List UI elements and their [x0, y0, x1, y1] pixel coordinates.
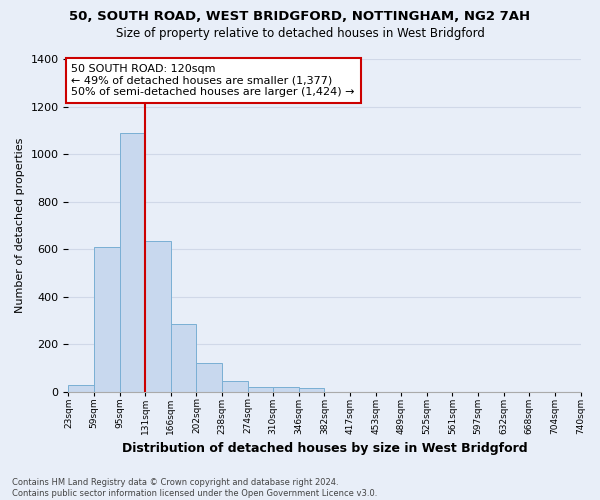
Bar — [171, 324, 196, 392]
Text: 50 SOUTH ROAD: 120sqm
← 49% of detached houses are smaller (1,377)
50% of semi-d: 50 SOUTH ROAD: 120sqm ← 49% of detached … — [71, 64, 355, 97]
Bar — [299, 388, 325, 392]
Text: Contains HM Land Registry data © Crown copyright and database right 2024.
Contai: Contains HM Land Registry data © Crown c… — [12, 478, 377, 498]
Bar — [145, 241, 171, 392]
Bar — [68, 384, 94, 392]
Text: Size of property relative to detached houses in West Bridgford: Size of property relative to detached ho… — [116, 28, 484, 40]
X-axis label: Distribution of detached houses by size in West Bridgford: Distribution of detached houses by size … — [122, 442, 527, 455]
Bar — [273, 387, 299, 392]
Bar — [222, 380, 248, 392]
Y-axis label: Number of detached properties: Number of detached properties — [15, 138, 25, 313]
Text: 50, SOUTH ROAD, WEST BRIDGFORD, NOTTINGHAM, NG2 7AH: 50, SOUTH ROAD, WEST BRIDGFORD, NOTTINGH… — [70, 10, 530, 23]
Bar — [196, 363, 222, 392]
Bar — [248, 386, 273, 392]
Bar — [94, 247, 119, 392]
Bar — [119, 132, 145, 392]
